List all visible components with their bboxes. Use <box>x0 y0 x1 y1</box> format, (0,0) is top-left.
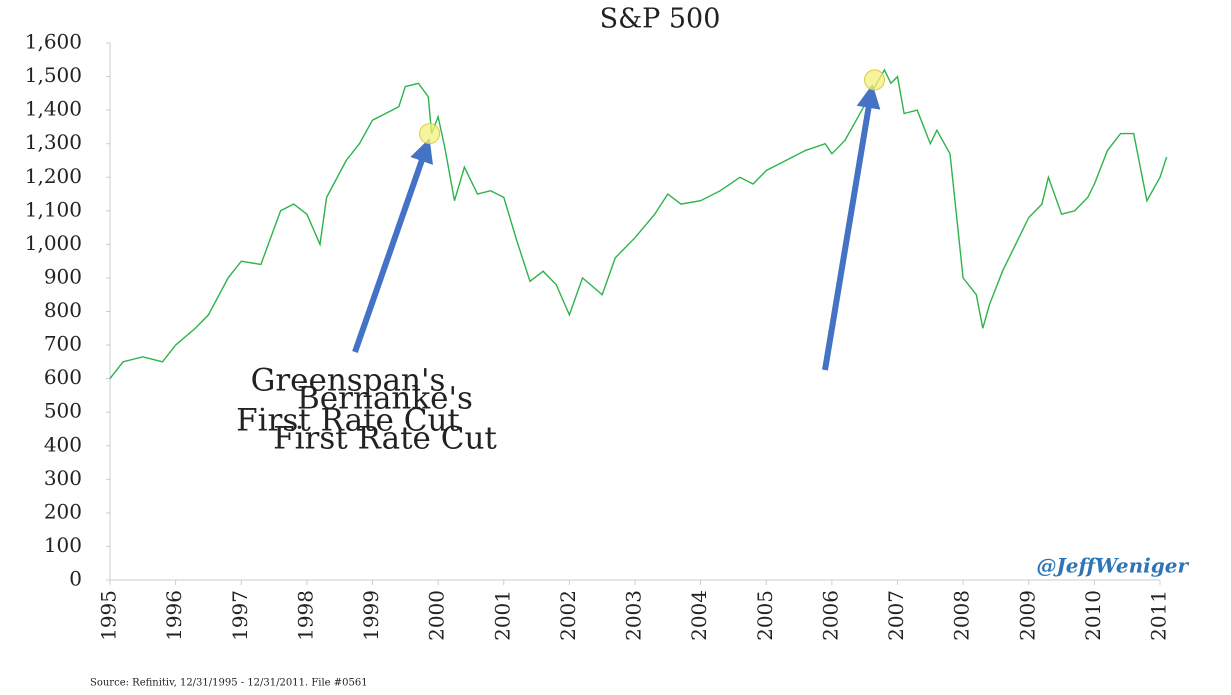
y-tick-label: 1,500 <box>25 63 82 87</box>
x-tick-label: 2006 <box>818 590 842 641</box>
chart-title: S&P 500 <box>600 4 721 35</box>
y-tick-label: 300 <box>44 466 82 490</box>
y-tick-label: 1,200 <box>25 164 82 188</box>
x-tick-label: 1995 <box>97 590 121 641</box>
x-tick-label: 2008 <box>950 590 974 641</box>
y-tick-label: 1,000 <box>25 231 82 255</box>
arrow <box>822 84 881 371</box>
highlight <box>419 123 441 145</box>
x-tick-label: 2000 <box>425 590 449 641</box>
y-tick-label: 1,600 <box>25 30 82 54</box>
watermark: @JeffWeniger <box>1036 554 1189 578</box>
source: Source: Refinitiv, 12/31/1995 - 12/31/20… <box>90 678 368 689</box>
x-tick-label: 1996 <box>162 590 186 641</box>
highlight <box>864 69 886 91</box>
y-tick-label: 100 <box>44 533 82 557</box>
x-tick-label: 2003 <box>622 590 646 641</box>
x-tick-label: 2010 <box>1081 590 1105 641</box>
arrow <box>352 138 433 353</box>
x-tick-label: 1999 <box>359 590 383 641</box>
y-tick-label: 1,400 <box>25 97 82 121</box>
y-tick-label: 1,100 <box>25 197 82 221</box>
y-tick-label: 800 <box>44 298 82 322</box>
annotation: Bernanke's <box>297 381 473 417</box>
y-tick-label: 600 <box>44 365 82 389</box>
x-tick-label: 2011 <box>1147 590 1171 641</box>
y-tick-label: 900 <box>44 264 82 288</box>
annotation: Greenspan's <box>251 363 446 399</box>
line <box>109 68 1168 380</box>
x-tick-label: 2009 <box>1015 590 1039 641</box>
x-tick-label: 2001 <box>490 590 514 641</box>
annotation: First Rate Cut <box>273 421 497 457</box>
x-tick-label: 2007 <box>884 590 908 641</box>
y-tick-label: 500 <box>44 399 82 423</box>
x-tick-label: 2005 <box>753 590 777 641</box>
annotation: First Rate Cut <box>236 403 460 439</box>
y-tick-label: 400 <box>44 432 82 456</box>
x-tick-label: 2004 <box>687 590 711 641</box>
y-tick-label: 200 <box>44 499 82 523</box>
y-tick-label: 0 <box>69 567 82 591</box>
x-tick-label: 1997 <box>228 590 252 641</box>
y-tick-label: 1,300 <box>25 130 82 154</box>
y-tick-label: 700 <box>44 332 82 356</box>
x-tick-label: 2002 <box>556 590 580 641</box>
x-tick-label: 1998 <box>293 590 317 641</box>
